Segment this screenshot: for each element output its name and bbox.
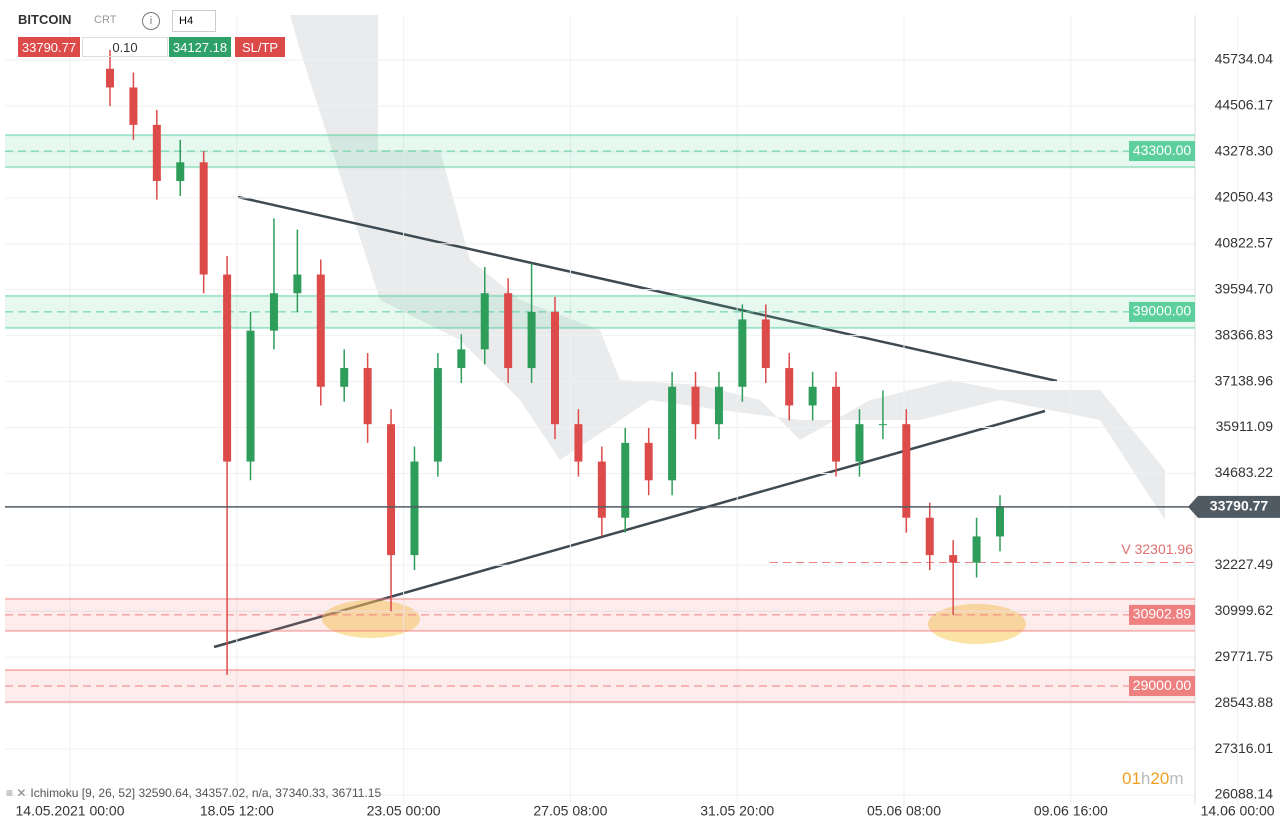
- candle-body: [855, 424, 864, 462]
- level-label-bg: [1129, 141, 1195, 162]
- timeframe[interactable]: H4: [172, 10, 216, 32]
- level-label-bg: [1129, 301, 1195, 322]
- trend-line: [237, 195, 1058, 383]
- symbol-kind[interactable]: CRT: [94, 14, 117, 26]
- candle-body: [902, 424, 911, 518]
- candle-body: [340, 368, 349, 387]
- current-price-tag: [1188, 495, 1280, 518]
- y-tick-label: 43278.30: [1215, 143, 1274, 159]
- marks: 14.05.2021 00:00 18.05 12:00 23.05 00:00 27…: [5, 15, 1280, 819]
- y-tick-label: 32227.49: [1215, 556, 1274, 572]
- candle-body: [269, 293, 278, 331]
- volume-label: V 32301.96: [1121, 541, 1193, 557]
- symbol: BITCOIN: [18, 12, 72, 27]
- candle-body: [574, 424, 583, 462]
- highlight: [322, 600, 420, 638]
- candle-body: [597, 461, 606, 518]
- level-zone: [5, 670, 1195, 703]
- candle-body: [363, 368, 372, 425]
- candle-body: [106, 68, 114, 88]
- x-tick-label: 09.06 16:00: [1034, 803, 1108, 819]
- y-tick-label: 39594.70: [1215, 280, 1274, 296]
- level-label-bg: [1129, 604, 1195, 625]
- y-tick-label: 29771.75: [1215, 648, 1274, 664]
- candle-body: [223, 274, 232, 462]
- level-zone: [5, 598, 1195, 631]
- y-tick-label: 27316.01: [1215, 740, 1274, 756]
- candle-body: [785, 368, 794, 406]
- current-price-label: 33790.77: [1210, 498, 1269, 514]
- level-label: 29000.00: [1133, 677, 1192, 693]
- timer: 01 h 20 m: [1122, 769, 1183, 789]
- level-label: 39000.00: [1133, 303, 1192, 319]
- candle-body: [832, 386, 841, 462]
- level-zone: [5, 135, 1195, 168]
- level-label: 43300.00: [1133, 142, 1192, 158]
- x-tick-label: 05.06 08:00: [867, 803, 941, 819]
- candle-body: [316, 274, 325, 387]
- candle-body: [996, 506, 1004, 537]
- candle-body: [878, 424, 887, 426]
- y-tick-label: 38366.83: [1215, 326, 1274, 342]
- timer-unit: h: [1140, 769, 1151, 788]
- y-tick-label: 35911.09: [1216, 418, 1274, 434]
- info-icon[interactable]: i: [142, 12, 160, 30]
- candle-body: [176, 162, 185, 181]
- indicator-text: Ichimoku [9, 26, 52] 32590.64, 34357.02,…: [30, 786, 382, 800]
- level-label-bg: [1129, 676, 1195, 697]
- candle-body: [668, 386, 677, 481]
- sell-button[interactable]: 33790.77: [18, 37, 80, 57]
- sltp-button[interactable]: SL/TP: [235, 37, 285, 57]
- candle-body: [457, 349, 466, 369]
- candle-body: [504, 293, 513, 369]
- y-tick-label: 30999.62: [1215, 602, 1274, 618]
- ichimoku-cloud: [290, 15, 1165, 520]
- candle-body: [621, 442, 630, 518]
- candle-body: [738, 319, 747, 387]
- y-tick-label: 42050.43: [1215, 189, 1274, 205]
- y-tick-label: 40822.57: [1215, 234, 1274, 250]
- quantity[interactable]: 0.10: [82, 37, 168, 57]
- candle-body: [808, 386, 817, 406]
- y-tick-label: 28543.88: [1215, 694, 1274, 710]
- candle-body: [293, 274, 302, 294]
- y-tick-label: 44506.17: [1215, 97, 1274, 113]
- y-tick-label: 26088.14: [1215, 786, 1274, 802]
- level-zone: [5, 295, 1195, 328]
- candle-body: [410, 461, 419, 556]
- candle-body: [714, 386, 723, 425]
- candle-body: [480, 293, 489, 350]
- candle-body: [949, 555, 958, 563]
- timer-unit: m: [1169, 769, 1184, 788]
- candle-body: [246, 330, 255, 462]
- candle-body: [644, 442, 653, 481]
- candle-body: [925, 517, 934, 556]
- x-tick-label: 18.05 12:00: [200, 803, 274, 819]
- candle-body: [691, 386, 700, 425]
- candle-body: [199, 162, 208, 275]
- candle-body: [551, 311, 559, 425]
- x-tick-label: 31.05 20:00: [700, 803, 774, 819]
- candle-body: [972, 536, 981, 563]
- candle-body: [433, 368, 442, 462]
- x-tick-label: 14.05.2021 00:00: [16, 803, 125, 819]
- candle-body: [761, 319, 770, 369]
- candle-body: [387, 424, 396, 556]
- y-tick-label: 45734.04: [1215, 51, 1274, 67]
- y-tick-label: 34683.22: [1215, 464, 1274, 480]
- y-tick-label: 37138.96: [1215, 372, 1274, 388]
- x-tick-label: 14.06 00:00: [1201, 803, 1275, 819]
- candle-body: [152, 124, 161, 181]
- x-tick-label: 27.05 08:00: [533, 803, 607, 819]
- buy-button[interactable]: 34127.18: [169, 37, 231, 57]
- x-tick-label: 23.05 00:00: [367, 803, 441, 819]
- timer-minutes: 20: [1150, 769, 1170, 788]
- timer-hours: 01: [1122, 769, 1141, 788]
- candle-body: [527, 311, 536, 369]
- indicator-legend: ≡ ✕ Ichimoku [9, 26, 52] 32590.64, 34357.…: [6, 786, 382, 800]
- candle-body: [129, 87, 138, 125]
- level-label: 30902.89: [1133, 606, 1192, 622]
